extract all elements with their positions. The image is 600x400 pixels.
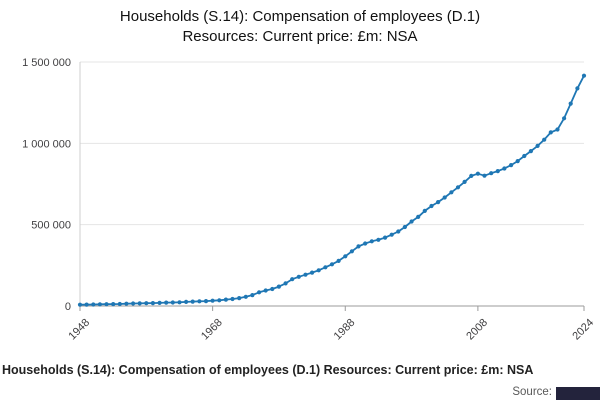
data-point-marker (329, 262, 335, 267)
data-point-marker (263, 288, 268, 293)
data-point-marker (475, 171, 480, 176)
data-point-marker (316, 268, 321, 273)
data-point-marker (396, 229, 401, 234)
data-point-marker (389, 232, 394, 237)
data-point-marker (223, 297, 228, 302)
data-point-marker (449, 190, 454, 195)
chart-area: 0 500 000 1 000 000 1 500 000 1948 1968 1988 20… (0, 48, 600, 363)
data-point-marker (257, 290, 262, 295)
data-point-marker (409, 219, 414, 224)
data-point-marker (296, 274, 301, 279)
data-point-marker (310, 270, 315, 275)
data-point-marker (562, 116, 567, 121)
data-point-marker (383, 235, 388, 240)
data-point-marker (462, 179, 467, 184)
footer-caption: Households (S.14): Compensation of emplo… (2, 363, 534, 377)
data-point-marker (356, 244, 361, 249)
data-point-marker (349, 249, 354, 254)
x-tick-label: 2008 (464, 317, 490, 343)
data-point-marker (303, 272, 308, 277)
data-point-marker (528, 149, 534, 154)
data-point-marker (131, 301, 136, 306)
y-tick-label: 500 000 (31, 220, 71, 232)
source-label: Source: (512, 386, 552, 398)
data-point-marker (568, 101, 573, 106)
data-point-marker (97, 302, 102, 307)
data-point-marker (157, 300, 162, 305)
x-tick-label: 1968 (199, 317, 225, 343)
data-point-marker (276, 284, 281, 289)
data-point-marker (283, 281, 288, 286)
data-point-marker (509, 163, 514, 168)
data-point-marker (84, 302, 89, 307)
data-point-marker (376, 237, 381, 242)
data-point-marker (575, 86, 580, 91)
data-point-marker (243, 294, 248, 299)
data-point-marker (250, 293, 255, 298)
data-point-marker (429, 203, 434, 209)
data-point-marker (515, 159, 520, 164)
data-point-marker (495, 169, 500, 174)
data-point-marker (290, 277, 295, 282)
data-point-marker (442, 195, 447, 200)
data-point-marker (77, 302, 83, 307)
data-point-marker (144, 301, 149, 306)
data-point-marker (402, 224, 407, 230)
data-point-marker (469, 173, 474, 178)
data-point-marker (369, 239, 374, 244)
series-line (79, 74, 585, 306)
data-point-marker (336, 258, 341, 263)
data-point-marker (104, 302, 109, 307)
data-point-marker (184, 299, 189, 304)
data-point-marker (203, 299, 209, 304)
x-tick-label: 1948 (66, 317, 92, 343)
data-point-marker (230, 296, 235, 302)
data-point-marker (482, 173, 487, 178)
chart-title: Households (S.14): Compensation of emplo… (0, 0, 600, 48)
x-tick-label: 2024 (570, 317, 596, 343)
ons-logo-block (556, 387, 600, 400)
data-point-marker (124, 301, 129, 306)
data-point-marker (455, 185, 461, 190)
data-point-marker (542, 137, 547, 142)
line-chart: 0 500 000 1 000 000 1 500 000 1948 1968 1988 20… (22, 57, 596, 343)
data-point-marker (436, 200, 441, 205)
data-point-marker (535, 143, 540, 148)
data-point-marker (343, 254, 348, 259)
data-point-marker (237, 296, 242, 301)
data-point-marker (164, 300, 169, 305)
data-point-marker (91, 302, 96, 307)
data-point-marker (210, 298, 215, 303)
data-point-marker (422, 208, 427, 213)
chart-title-line1: Households (S.14): Compensation of emplo… (119, 8, 481, 25)
data-point-marker (489, 171, 494, 176)
data-point-marker (197, 299, 202, 304)
y-tick-label: 1 500 000 (22, 57, 71, 69)
y-tick-label: 0 (65, 301, 71, 313)
data-point-marker (137, 301, 142, 306)
data-point-marker (323, 265, 328, 270)
data-point-marker (522, 153, 527, 159)
data-point-marker (363, 241, 368, 246)
data-point-marker (150, 301, 155, 306)
data-point-marker (190, 299, 195, 304)
data-point-marker (548, 130, 553, 135)
y-tick-label: 1 000 000 (22, 138, 71, 150)
data-point-marker (170, 300, 175, 305)
chart-title-line2: Resources: Current price: £m: NSA (182, 28, 418, 46)
data-point-marker (117, 301, 122, 307)
data-point-marker (416, 214, 421, 219)
x-tick-label: 1988 (332, 317, 358, 343)
data-point-marker (555, 127, 560, 132)
data-point-marker (177, 300, 182, 305)
data-point-marker (270, 286, 275, 292)
data-point-marker (502, 166, 507, 171)
data-point-marker (111, 302, 116, 307)
data-point-marker (581, 73, 587, 78)
data-point-marker (217, 298, 222, 303)
